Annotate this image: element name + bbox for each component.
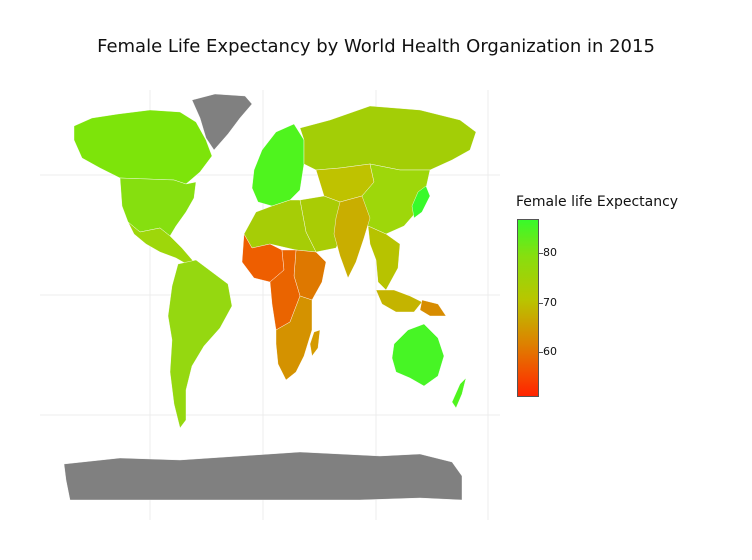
region-western-europe[interactable] [251, 123, 305, 207]
colorbar-tick-mark [539, 352, 543, 353]
region-central-africa[interactable] [269, 249, 301, 331]
colorbar-tick-mark [539, 253, 543, 254]
legend-title: Female life Expectancy [516, 194, 679, 210]
region-russia[interactable] [299, 105, 477, 171]
region-southeast-asia[interactable] [367, 225, 401, 291]
region-south-america[interactable] [167, 259, 233, 429]
region-antarctica[interactable] [63, 451, 463, 501]
region-southern-africa[interactable] [275, 295, 313, 381]
colorbar-tick-70: 70 [543, 296, 557, 309]
colorbar-tick-60: 60 [543, 345, 557, 358]
colorbar [517, 219, 539, 397]
region-new-zealand[interactable] [451, 377, 467, 409]
region-canada[interactable] [73, 109, 213, 185]
region-madagascar[interactable] [309, 329, 321, 357]
region-indonesia[interactable] [375, 289, 423, 313]
colorbar-tick-mark [539, 303, 543, 304]
colorbar-tick-80: 80 [543, 246, 557, 259]
region-japan[interactable] [411, 185, 431, 219]
region-greenland[interactable] [191, 93, 253, 151]
chart-title: Female Life Expectancy by World Health O… [97, 36, 655, 57]
region-papua-new-guinea[interactable] [419, 299, 447, 317]
region-india[interactable] [333, 195, 371, 279]
region-australia[interactable] [391, 323, 445, 387]
